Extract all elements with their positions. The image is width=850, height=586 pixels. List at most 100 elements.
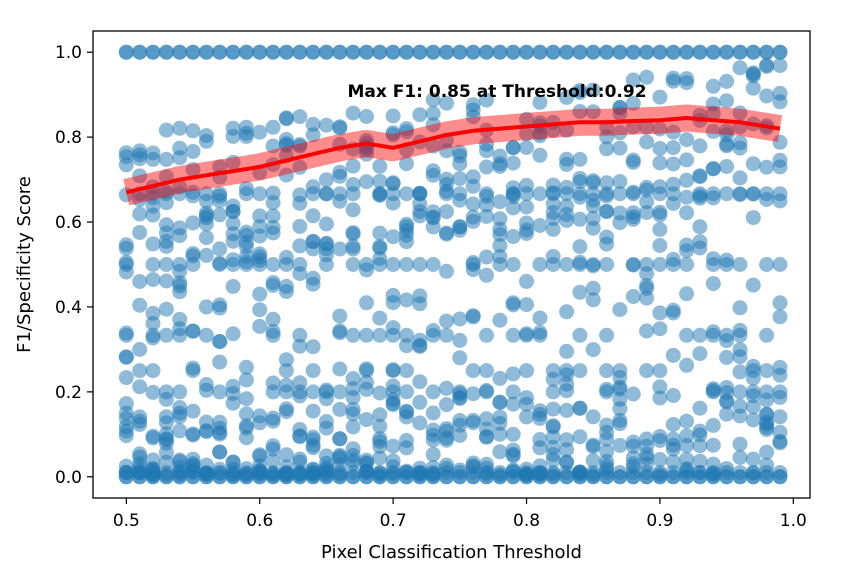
scatter-point xyxy=(452,350,468,366)
scatter-point xyxy=(772,295,788,311)
scatter-point xyxy=(692,346,708,362)
scatter-point xyxy=(465,196,481,212)
scatter-point xyxy=(479,159,494,175)
scatter-point xyxy=(345,105,361,121)
scatter-point xyxy=(719,406,735,422)
x-tick-label: 1.0 xyxy=(780,511,807,531)
scatter-point xyxy=(385,108,401,124)
scatter-point xyxy=(252,252,268,268)
scatter-point xyxy=(238,461,254,477)
scatter-point xyxy=(705,465,721,481)
scatter-point xyxy=(532,257,548,272)
scatter-point xyxy=(679,189,695,205)
scatter-point xyxy=(225,252,241,268)
scatter-point xyxy=(572,189,588,205)
scatter-point xyxy=(345,44,361,60)
scatter-point xyxy=(612,416,628,432)
scatter-point xyxy=(359,262,374,278)
scatter-point xyxy=(345,225,361,241)
scatter-point xyxy=(585,409,601,425)
scatter-point xyxy=(665,417,681,432)
scatter-point xyxy=(225,467,241,483)
scatter-point xyxy=(145,330,161,346)
scatter-point xyxy=(492,394,508,410)
scatter-point xyxy=(679,327,695,343)
scatter-point xyxy=(158,44,174,60)
scatter-point xyxy=(465,363,481,379)
scatter-point xyxy=(132,363,148,379)
scatter-point xyxy=(265,225,281,241)
scatter-point xyxy=(705,105,721,121)
scatter-point xyxy=(399,234,414,250)
scatter-point xyxy=(732,384,748,400)
scatter-point xyxy=(639,280,655,296)
scatter-point xyxy=(158,327,174,343)
scatter-point xyxy=(559,122,575,138)
scatter-point xyxy=(359,44,374,60)
scatter-point xyxy=(665,140,681,156)
scatter-point xyxy=(599,175,615,191)
scatter-point xyxy=(238,44,254,60)
scatter-point xyxy=(532,465,548,480)
scatter-point xyxy=(732,342,748,358)
scatter-point xyxy=(572,151,588,167)
scatter-point xyxy=(305,432,321,448)
scatter-point xyxy=(332,193,348,209)
scatter-point xyxy=(732,135,748,151)
scatter-point xyxy=(332,384,348,400)
scatter-point xyxy=(212,255,228,271)
scatter-point xyxy=(572,467,588,483)
scatter-point xyxy=(705,276,721,292)
scatter-point xyxy=(519,226,534,241)
scatter-point xyxy=(265,138,281,154)
scatter-point xyxy=(719,159,735,174)
scatter-point xyxy=(278,404,294,420)
scatter-point xyxy=(652,222,668,237)
scatter-point xyxy=(252,124,268,140)
scatter-point xyxy=(759,159,775,175)
scatter-point xyxy=(772,309,788,325)
scatter-point xyxy=(519,363,534,379)
scatter-point xyxy=(759,457,775,473)
scatter-point xyxy=(198,299,214,315)
scatter-point xyxy=(505,462,521,478)
scatter-point xyxy=(385,229,401,245)
scatter-point xyxy=(665,347,681,363)
scatter-point xyxy=(532,410,548,426)
scatter-point xyxy=(172,405,188,421)
scatter-point xyxy=(172,120,188,136)
scatter-point xyxy=(479,197,494,213)
scatter-point xyxy=(158,467,174,483)
scatter-point xyxy=(439,397,454,413)
scatter-point xyxy=(265,441,281,457)
scatter-point xyxy=(172,459,188,475)
scatter-point xyxy=(185,426,201,442)
scatter-point xyxy=(145,272,161,287)
scatter-point xyxy=(585,258,601,274)
scatter-point xyxy=(425,384,441,400)
scatter-point xyxy=(252,318,268,334)
scatter-point xyxy=(399,186,414,202)
scatter-point xyxy=(692,400,708,416)
scatter-point xyxy=(225,44,241,60)
scatter-point xyxy=(265,311,281,327)
scatter-point xyxy=(732,60,748,76)
scatter-point xyxy=(345,441,361,457)
scatter-point xyxy=(265,410,281,426)
scatter-point xyxy=(372,187,388,203)
scatter-point xyxy=(705,324,721,340)
scatter-point xyxy=(745,80,761,96)
scatter-point xyxy=(652,363,668,379)
scatter-point xyxy=(465,169,481,185)
scatter-point xyxy=(585,280,601,296)
scatter-point xyxy=(212,241,228,257)
scatter-point xyxy=(452,332,468,348)
scatter-point xyxy=(185,462,201,478)
scatter-point xyxy=(559,89,575,105)
scatter-point xyxy=(585,467,601,483)
scatter-point xyxy=(158,273,174,289)
scatter-point xyxy=(745,399,761,415)
scatter-point xyxy=(399,465,414,480)
scatter-point xyxy=(412,296,428,312)
scatter-point xyxy=(359,295,374,311)
